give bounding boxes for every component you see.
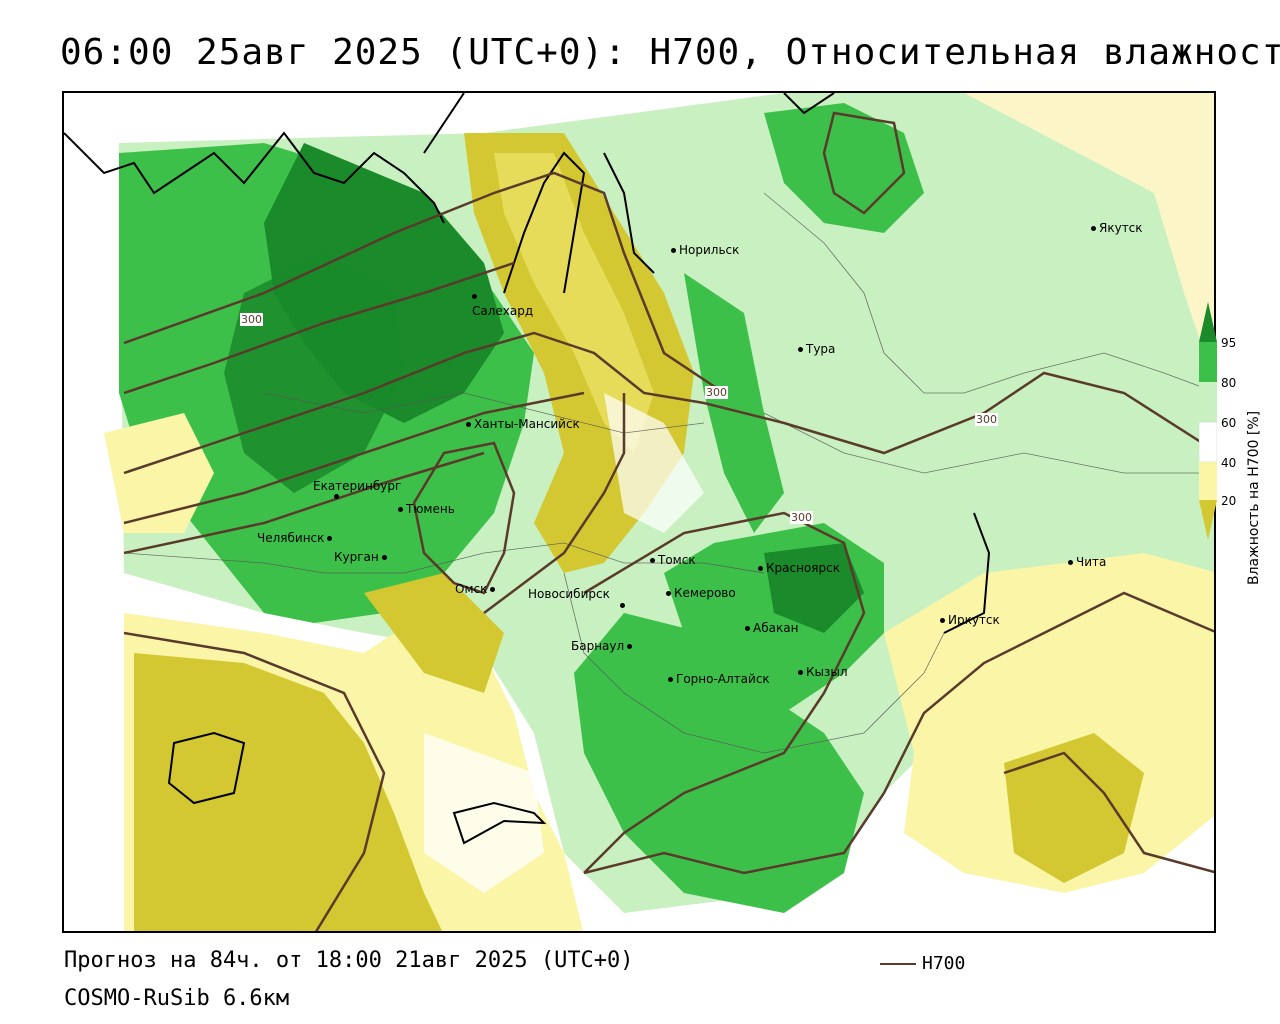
city-label: Ханты-Мансийск: [466, 417, 580, 431]
city-label: Екатеринбург: [313, 479, 402, 493]
map-canvas: [64, 93, 1214, 931]
city-label: Абакан: [745, 621, 798, 635]
humidity-map: [62, 91, 1216, 933]
map-title: 06:00 25авг 2025 (UTC+0): H700, Относите…: [60, 32, 1280, 73]
model-name: COSMO-RuSib 6.6км: [64, 986, 290, 1011]
city-label: Иркутск: [940, 613, 1000, 627]
city-label: Тюмень: [398, 502, 455, 516]
isohypse-label: 300: [240, 313, 263, 326]
city-label: Кызыл: [798, 665, 848, 679]
city-label: Красноярск: [758, 561, 840, 575]
isohypse-label: 300: [705, 386, 728, 399]
isohypse-legend: H700: [880, 953, 965, 974]
city-label: [472, 289, 480, 303]
legend-label: H700: [922, 953, 966, 974]
city-label: Якутск: [1091, 221, 1143, 235]
isohypse-line: [123, 171, 725, 395]
city-label: Кемерово: [666, 586, 736, 600]
city-label: Тура: [798, 342, 835, 356]
colorbar-tick: 60: [1221, 416, 1237, 430]
city-label: Барнаул: [571, 639, 635, 653]
city-label: [620, 598, 628, 612]
city-label: Норильск: [671, 243, 739, 257]
humidity-colorbar: [1199, 302, 1217, 540]
city-label: Горно-Алтайск: [668, 672, 770, 686]
colorbar-tick: 80: [1221, 376, 1237, 390]
city-label: Челябинск: [257, 531, 335, 545]
city-label: Салехард: [472, 304, 534, 318]
isohypse-label: 300: [975, 413, 998, 426]
legend-line-swatch: [880, 962, 916, 965]
isohypse-label: 300: [790, 511, 813, 524]
forecast-info: Прогноз на 84ч. от 18:00 21авг 2025 (UTC…: [64, 948, 634, 973]
colorbar-title: Влажность на H700 [%]: [1246, 410, 1262, 585]
colorbar-tick: 20: [1221, 494, 1237, 508]
colorbar-tick: 95: [1221, 336, 1237, 350]
colorbar-tick: 40: [1221, 456, 1237, 470]
city-label: [334, 489, 342, 503]
city-label: Омск: [455, 582, 498, 596]
city-label: Чита: [1068, 555, 1106, 569]
city-label: Новосибирск: [528, 587, 610, 601]
city-label: Томск: [650, 553, 696, 567]
city-label: Курган: [334, 550, 390, 564]
